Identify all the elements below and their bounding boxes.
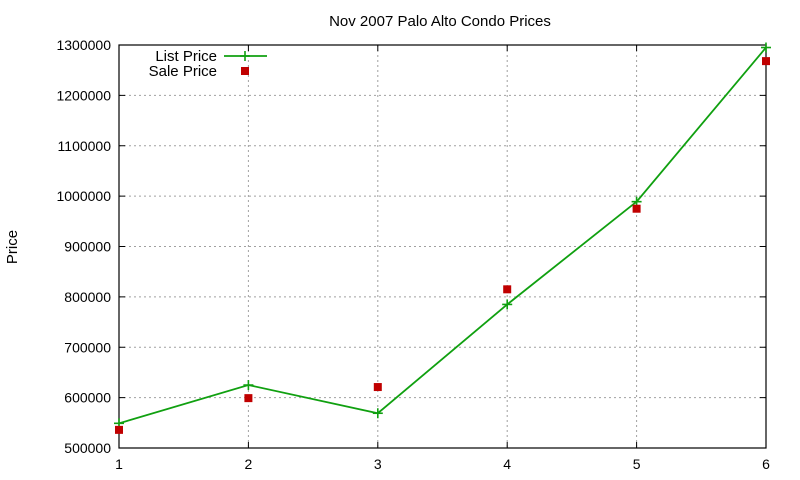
data-point [244,394,253,403]
data-point [762,57,770,66]
legend-marker [241,67,249,75]
y-tick-label: 1100000 [58,138,112,154]
legend-label: Sale Price [149,63,217,80]
y-tick-label: 600000 [64,390,111,406]
y-tick-label: 800000 [64,289,111,305]
x-tick-label: 5 [633,456,641,472]
series [114,42,771,434]
y-tick-label: 700000 [64,339,111,355]
tick-labels: 500000 600000 700000 800000 900000 1000000 110… [56,37,770,472]
y-axis-label: Price [4,230,21,264]
series-sale-price [115,57,770,434]
series-line [118,46,767,425]
plot-frame [118,44,767,449]
y-tick-label: 1200000 [56,87,111,103]
data-point [243,380,254,391]
x-tick-label: 1 [115,456,123,472]
x-tick-label: 6 [762,456,770,472]
data-point [761,42,771,53]
data-point [502,299,513,310]
legend-label: List Price [155,48,217,65]
data-point [632,204,641,213]
y-tick-label: 1000000 [56,188,111,204]
data-point [373,383,382,392]
y-tick-label: 1300000 [56,37,111,53]
data-point [372,408,383,419]
grid [119,45,766,448]
y-tick-label: 500000 [64,440,111,456]
data-point [115,425,123,434]
chart-title: Nov 2007 Palo Alto Condo Prices [329,13,551,30]
y-tick-label: 900000 [64,239,111,255]
ticks [118,44,767,449]
x-tick-label: 2 [245,456,253,472]
data-point [503,285,512,294]
x-tick-label: 4 [503,456,511,472]
x-tick-label: 3 [374,456,382,472]
legend-marker [240,51,250,61]
series-list-price [114,42,771,429]
